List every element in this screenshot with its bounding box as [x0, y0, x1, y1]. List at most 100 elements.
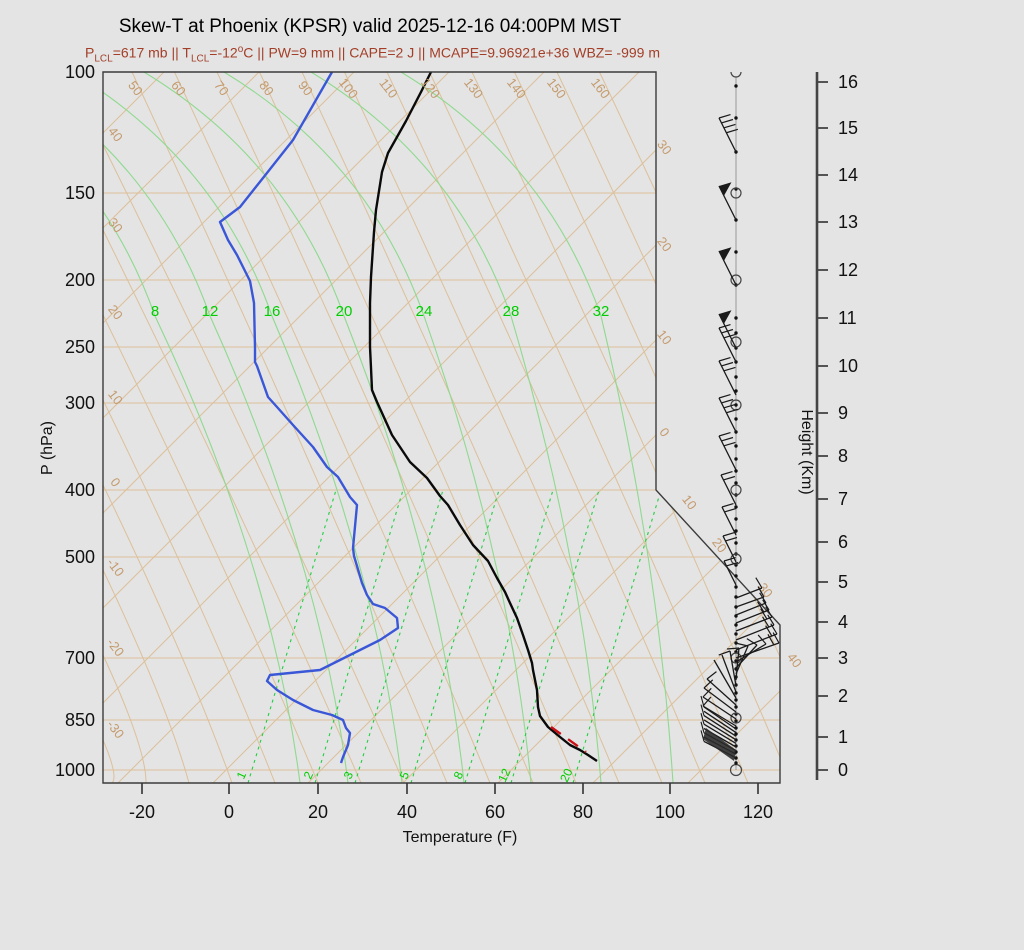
wind-barb-column [700, 71, 780, 777]
temperature-tick-label: 120 [743, 802, 773, 822]
pressure-tick-label: 1000 [55, 760, 95, 780]
wind-bundle-feather [700, 721, 705, 733]
height-tick-label: 1 [838, 727, 848, 747]
dry-adiabat-label-top: 160 [588, 75, 613, 101]
moist-adiabat-line [103, 72, 349, 783]
pressure-tick-label: 700 [65, 648, 95, 668]
wind-level-dot [734, 623, 738, 627]
wind-level-dot [734, 585, 738, 589]
mixing-ratio-line [247, 489, 337, 783]
temperature-axis: -20 0 20 40 60 80 100 120 Temperature (F) [129, 783, 773, 846]
wind-barb-feather [702, 696, 712, 707]
wind-level-dot [734, 444, 738, 448]
dewpoint-curve [218, 72, 400, 764]
wind-level-dot [734, 761, 738, 765]
wind-barb-feather [726, 647, 740, 650]
wind-barb-feather [721, 361, 734, 367]
wind-barb-feather [767, 614, 775, 626]
temperature-tick-label: 80 [573, 802, 593, 822]
dry-adiabat-line [103, 739, 115, 783]
height-tick-label: 8 [838, 446, 848, 466]
moist-adiabat-line [103, 72, 403, 783]
isotherm-label-right: 0 [656, 425, 672, 440]
wind-barb-feather [721, 503, 734, 508]
temperature-tick-label: 40 [397, 802, 417, 822]
wind-barb-staff [702, 696, 737, 720]
wind-barb-feather [757, 601, 765, 613]
pressure-tick-label: 400 [65, 480, 95, 500]
mixing-ratio-label: 20 [557, 766, 575, 784]
wind-barb-staff [735, 624, 775, 641]
wind-level-dot [734, 505, 738, 509]
wind-bundle-staff [703, 723, 737, 744]
wind-level-circle [730, 484, 742, 496]
height-tick-label: 14 [838, 165, 858, 185]
height-tick-label: 11 [838, 308, 857, 328]
subtitle-segment: =-12 [209, 44, 238, 61]
wind-bundle-feather [700, 730, 705, 742]
wind-barb-staff [713, 659, 737, 699]
wind-barb-feather [718, 114, 731, 119]
dry-adiabat-line [103, 144, 405, 783]
wind-barb-staff [718, 360, 737, 396]
wind-barb-feather [718, 324, 731, 329]
moist-adiabat-line [143, 72, 465, 783]
wind-barb-feather [725, 536, 738, 542]
wind-barb-feather [721, 398, 734, 404]
sounding-curves [218, 72, 598, 764]
wind-level-dot [734, 457, 738, 461]
wind-bundle-feather [700, 695, 705, 708]
wind-barb-staff [718, 185, 737, 221]
dry-adiabat-label-left: 30 [105, 215, 126, 236]
wind-barb-feather [759, 592, 767, 604]
moist-adiabat-line [223, 72, 532, 783]
wind-bundle-staff [703, 706, 737, 730]
height-tick-label: 3 [838, 648, 848, 668]
wind-barb-staff [735, 633, 778, 651]
wind-barb-feather [718, 650, 731, 656]
mixing-ratio-label: 3 [341, 769, 357, 781]
mixing-ratio-label: 1 [234, 769, 250, 781]
wind-barb-staff [721, 654, 737, 693]
wind-level-dot [734, 116, 738, 120]
height-tick-label: 2 [838, 686, 848, 706]
wind-level-dot [734, 316, 738, 320]
moist-adiabat-line [400, 72, 674, 783]
wind-level-dot [734, 250, 738, 254]
wind-level-dot [734, 732, 738, 736]
moist-adiabat-label: 32 [593, 303, 610, 320]
wind-level-dot [734, 375, 738, 379]
temperature-axis-title: Temperature (F) [403, 829, 518, 846]
subtitle-segment: o [237, 44, 244, 55]
wind-barb-feather [755, 577, 763, 589]
wind-level-dot [734, 632, 738, 636]
dry-adiabat-line [174, 72, 491, 783]
dry-adiabat-label-left: -10 [104, 555, 127, 579]
wind-barb-staff [735, 645, 749, 675]
wind-bundle-feather [700, 704, 705, 716]
wind-level-dot [734, 698, 738, 702]
pressure-tick-label: 200 [65, 270, 95, 290]
wind-barb-staff [718, 117, 737, 153]
isotherm-line [402, 72, 780, 783]
wind-barb-staff [721, 506, 737, 536]
wind-barb-staff [718, 435, 737, 471]
wind-level-circle [730, 187, 742, 199]
wind-barb-feather [757, 586, 765, 598]
pressure-tick-label: 250 [65, 337, 95, 357]
height-tick-label: 0 [838, 760, 848, 780]
wind-barb-feather [762, 616, 770, 628]
pressure-tick-label: 150 [65, 183, 95, 203]
mixing-ratio-line [510, 489, 600, 783]
wind-barb-feather [760, 608, 768, 620]
wind-barb-staff [729, 650, 737, 687]
mixing-ratio-line [314, 489, 404, 783]
wind-level-dot [734, 517, 738, 521]
isotherm-line [103, 72, 545, 783]
wind-barb-staff [735, 596, 765, 608]
calm-symbol-top [730, 71, 742, 78]
wind-barb-feather [724, 507, 737, 513]
subtitle-segment: LCL [190, 53, 210, 65]
wind-barb-staff [723, 560, 737, 586]
